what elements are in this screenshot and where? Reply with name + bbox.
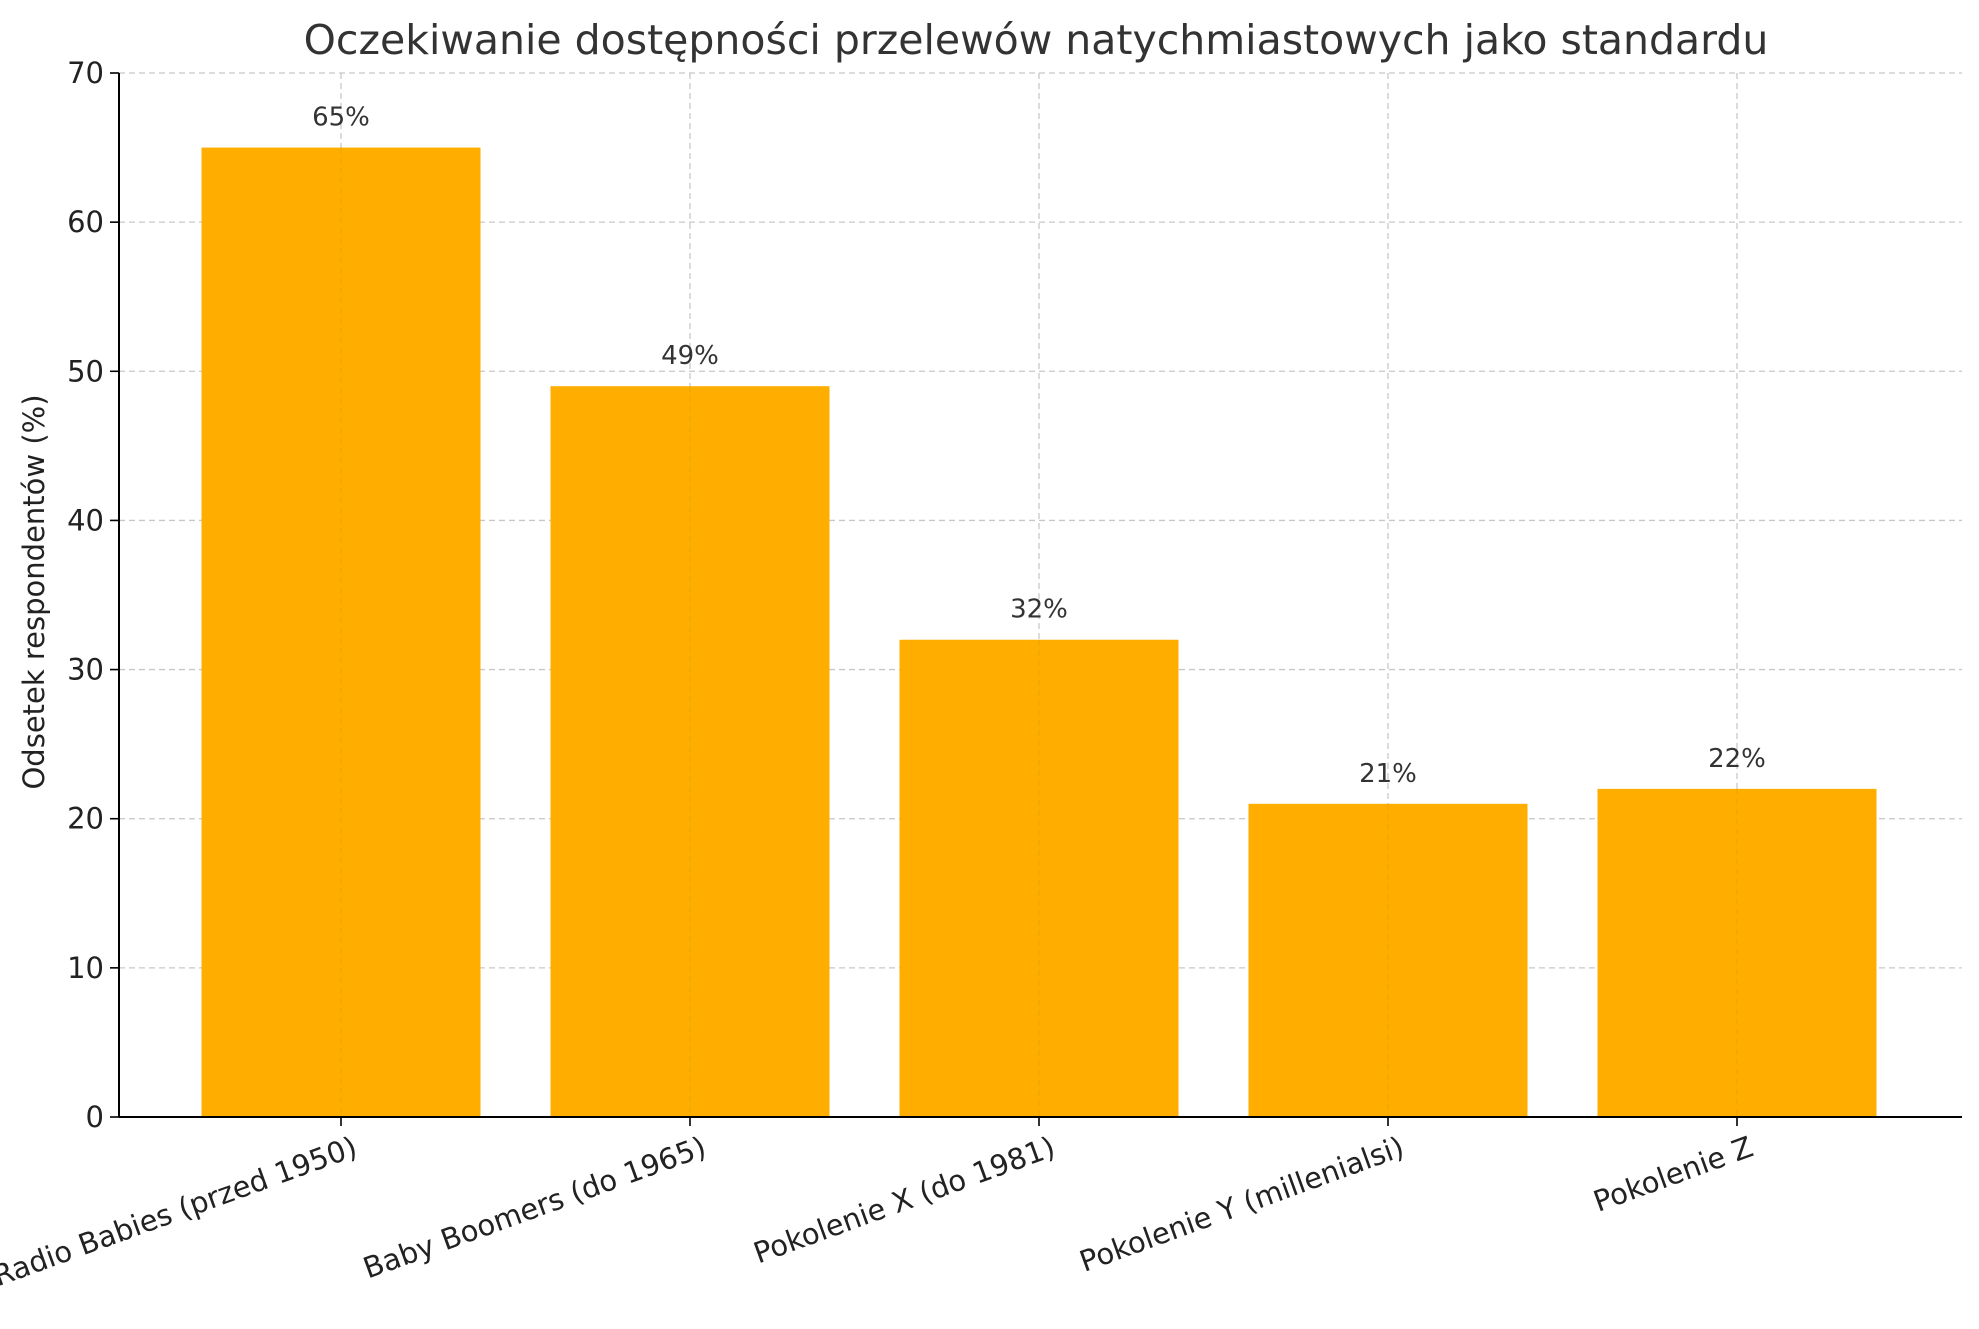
bar — [899, 639, 1179, 1117]
bar-value-label: 22% — [1708, 744, 1766, 774]
x-tick-label: Pokolenie Y (millenialsi) — [1075, 1130, 1408, 1279]
y-tick-label: 20 — [67, 802, 104, 836]
bars — [201, 147, 1877, 1118]
y-tick-label: 30 — [67, 653, 104, 687]
x-tick-label: Radio Babies (przed 1950) — [0, 1130, 361, 1293]
x-tick-label: Pokolenie Z — [1589, 1130, 1758, 1219]
x-tick-label: Baby Boomers (do 1965) — [359, 1130, 711, 1286]
y-tick-label: 50 — [67, 354, 104, 388]
bar-value-label: 21% — [1359, 759, 1417, 789]
y-axis-label: Odsetek respondentów (%) — [17, 394, 51, 789]
x-tick-label: Pokolenie X (do 1981) — [749, 1130, 1059, 1271]
y-tick-label: 70 — [67, 56, 104, 90]
data-labels: 65% 49% 32% 21% 22% — [312, 103, 1766, 1117]
y-tick-label: 40 — [67, 503, 104, 537]
chart-title: Oczekiwanie dostępności przelewów natych… — [304, 16, 1769, 64]
bar — [1248, 803, 1528, 1117]
y-tick-label: 10 — [67, 951, 104, 985]
bar-value-label: 49% — [661, 341, 719, 371]
bar-value-label: 65% — [312, 103, 370, 133]
bar-value-label: 32% — [1010, 595, 1068, 625]
y-tick-label: 0 — [86, 1100, 104, 1134]
y-tick-label: 60 — [67, 205, 104, 239]
